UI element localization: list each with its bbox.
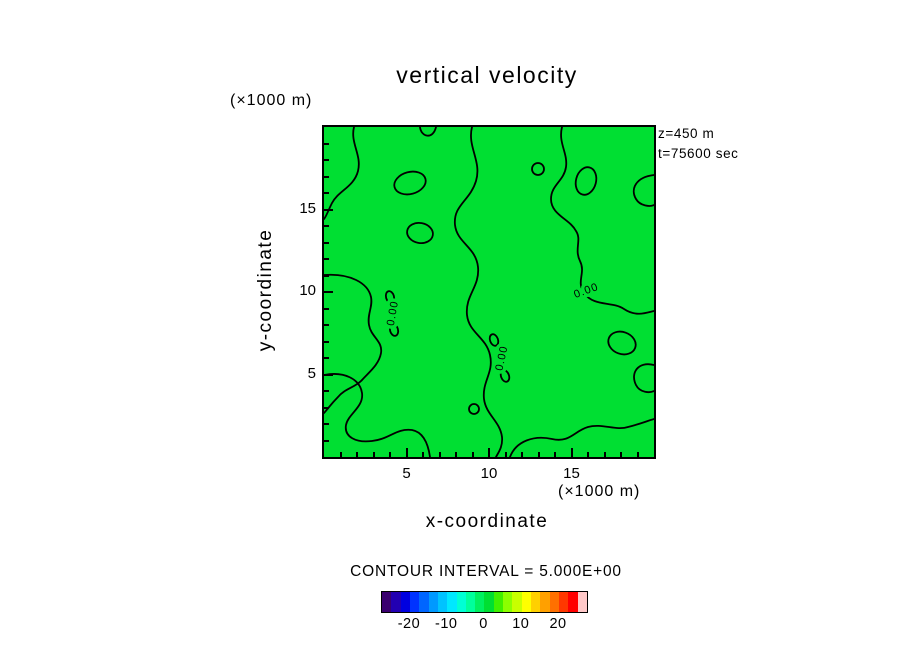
y-tick-label: 15	[299, 199, 316, 217]
x-tick	[620, 452, 622, 457]
y-tick	[324, 241, 329, 244]
y-tick	[324, 390, 329, 392]
colorbar-segment	[419, 592, 429, 612]
x-tick-label: 15	[563, 465, 580, 482]
y-tick	[324, 159, 329, 161]
y-tick	[324, 142, 329, 145]
y-tick	[324, 225, 329, 227]
colorbar-segment	[531, 592, 541, 612]
colorbar-segment	[456, 592, 466, 612]
x-tick-label: 5	[402, 465, 411, 482]
contour-lines	[324, 127, 654, 457]
t-annotation: t=75600 sec	[658, 146, 739, 161]
x-tick	[405, 448, 408, 457]
y-tick	[324, 258, 329, 260]
colorbar-segment	[549, 592, 559, 612]
colorbar-segment	[400, 592, 410, 612]
colorbar-segment	[382, 592, 392, 612]
x-tick	[587, 452, 589, 457]
colorbar-tick-label: 20	[549, 616, 567, 632]
x-tick	[455, 452, 457, 457]
plot-area: 0.00 0.00 0.00 5 10 15 5 10 15	[299, 125, 656, 482]
x-tick	[570, 448, 573, 457]
contour-interval-text: CONTOUR INTERVAL = 5.000E+00	[350, 563, 622, 580]
colorbar-tick-label: 10	[512, 616, 530, 632]
y-tick	[324, 357, 329, 359]
x-tick	[537, 452, 540, 457]
x-tick	[471, 452, 474, 457]
x-tick	[488, 448, 490, 457]
plot-fill	[324, 127, 654, 457]
x-tick	[504, 452, 507, 457]
colorbar-segment	[577, 592, 587, 612]
y-tick	[324, 307, 329, 310]
colorbar-labels: -20 -10 0 10 20	[381, 616, 586, 634]
colorbar-segment	[391, 592, 401, 612]
colorbar	[381, 591, 588, 613]
x-tick	[389, 452, 391, 457]
colorbar-segment	[484, 592, 494, 612]
y-tick	[324, 373, 333, 376]
y-tick	[324, 423, 329, 425]
colorbar-segment	[521, 592, 531, 612]
y-tick	[324, 324, 329, 326]
colorbar-tick-label: -20	[397, 616, 421, 632]
colorbar-segment	[475, 592, 485, 612]
x-axis-label: x-coordinate	[425, 511, 549, 532]
colorbar-segment	[409, 592, 420, 612]
x-tick	[603, 452, 606, 457]
y-axis-unit: (×1000 m)	[230, 92, 313, 109]
x-tick	[521, 452, 523, 457]
y-tick	[324, 274, 329, 277]
colorbar-segment	[558, 592, 569, 612]
plot-title: vertical velocity	[396, 62, 578, 88]
colorbar-segment	[512, 592, 522, 612]
x-tick	[554, 452, 556, 457]
colorbar-segment	[447, 592, 457, 612]
y-tick	[324, 439, 329, 442]
y-tick	[324, 406, 329, 409]
x-tick	[422, 452, 424, 457]
colorbar-tick-label: -10	[434, 616, 458, 632]
colorbar-segment	[493, 592, 504, 612]
y-tick	[324, 175, 329, 178]
y-tick	[324, 291, 333, 293]
colorbar-segment	[437, 592, 448, 612]
x-tick	[372, 452, 375, 457]
colorbar-segment	[503, 592, 513, 612]
x-tick	[339, 452, 342, 457]
z-annotation: z=450 m	[658, 126, 715, 141]
colorbar-segment	[540, 592, 550, 612]
y-tick-label: 10	[299, 282, 316, 299]
x-tick	[356, 452, 358, 457]
y-tick	[324, 340, 329, 343]
colorbar-segment	[568, 592, 578, 612]
y-tick	[324, 208, 333, 211]
y-tick-label: 5	[307, 364, 316, 382]
y-axis-label: y-coordinate	[255, 228, 276, 352]
y-tick	[324, 192, 329, 194]
colorbar-segment	[428, 592, 438, 612]
x-tick-label: 10	[480, 465, 498, 482]
x-tick	[636, 452, 639, 457]
x-axis-unit: (×1000 m)	[558, 483, 641, 500]
x-tick	[438, 452, 441, 457]
colorbar-tick-label: 0	[479, 616, 488, 632]
colorbar-segment	[465, 592, 476, 612]
contour-plot-canvas: 0.00 0.00 0.00	[324, 127, 654, 457]
